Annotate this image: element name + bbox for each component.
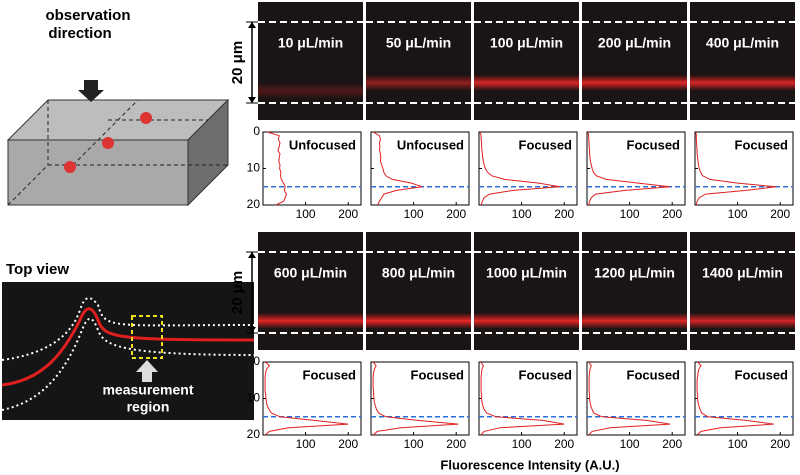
x-tick-label: 200 [662, 437, 682, 451]
fluorescence-band [690, 312, 795, 329]
flow-rate: 100 μL/min [490, 35, 563, 51]
intensity-profile [372, 361, 459, 436]
focus-status: Focused [519, 367, 573, 382]
x-tick-label: 100 [404, 207, 424, 221]
focus-status: Focused [303, 367, 357, 382]
fluorescence-band [366, 74, 471, 91]
top-view [1, 282, 255, 420]
label: direction [48, 25, 111, 42]
fluorescence-band [582, 312, 687, 329]
fluorescence-band [690, 74, 795, 91]
label: measurement [102, 382, 193, 398]
x-tick-label: 200 [338, 437, 358, 451]
fluorescence-band [474, 312, 579, 329]
label: region [127, 399, 170, 415]
x-tick-label: 100 [296, 207, 316, 221]
x-tick-label: 200 [446, 207, 466, 221]
flow-rate: 50 μL/min [386, 35, 451, 51]
flow-rate: 1000 μL/min [486, 265, 567, 281]
plot-frame [478, 361, 578, 436]
y-tick-label: 20 [247, 427, 261, 441]
x-tick-label: 200 [662, 207, 682, 221]
intensity-profile [372, 131, 423, 206]
x-tick-label: 100 [728, 207, 748, 221]
fluorescence-band [258, 312, 363, 329]
fluorescence-band [474, 74, 579, 91]
plot-frame [694, 131, 794, 206]
x-tick-label: 200 [554, 207, 574, 221]
scale-label: 20 μm [229, 271, 246, 314]
focus-status: Focused [519, 137, 573, 152]
flow-rate: 800 μL/min [382, 265, 455, 281]
x-tick-label: 200 [338, 207, 358, 221]
focus-status: Focused [735, 137, 789, 152]
x-tick-label: 100 [512, 207, 532, 221]
arrow-head [248, 22, 256, 28]
scale-label: 20 μm [229, 41, 246, 84]
fluorescence-band [366, 312, 471, 329]
x-tick-label: 200 [446, 437, 466, 451]
intensity-profile [480, 361, 565, 436]
label: Top view [6, 261, 69, 278]
channel-box [6, 80, 230, 207]
fluorescence-band [582, 74, 687, 91]
x-tick-label: 200 [770, 437, 790, 451]
focus-status: Focused [411, 367, 465, 382]
y-tick-label: 0 [253, 354, 260, 368]
intensity-profile [479, 131, 561, 206]
flow-rate: 10 μL/min [278, 35, 343, 51]
x-tick-label: 100 [728, 437, 748, 451]
focus-status: Focused [627, 367, 681, 382]
x-axis-label: Fluorescence Intensity (A.U.) [440, 457, 619, 472]
y-tick-label: 20 [247, 197, 261, 211]
flow-rate: 1200 μL/min [594, 265, 675, 281]
arrow-head [248, 252, 256, 258]
label: observation [45, 7, 130, 24]
intensity-profile [264, 361, 349, 436]
intensity-profile [588, 361, 671, 436]
flow-rate: 600 μL/min [274, 265, 347, 281]
focus-status: Focused [627, 137, 681, 152]
y-tick-label: 10 [247, 161, 261, 175]
arrow-head [248, 97, 256, 103]
flow-rate: 1400 μL/min [702, 265, 783, 281]
intensity-profile [267, 131, 287, 206]
plot-frame [370, 361, 470, 436]
fluorescence-band [258, 82, 363, 99]
x-tick-label: 200 [770, 207, 790, 221]
x-tick-label: 100 [404, 437, 424, 451]
focus-status: Unfocused [397, 137, 464, 152]
x-tick-label: 100 [512, 437, 532, 451]
y-tick-label: 10 [247, 391, 261, 405]
focus-status: Focused [735, 367, 789, 382]
x-tick-label: 200 [554, 437, 574, 451]
flow-rate: 400 μL/min [706, 35, 779, 51]
intensity-profile [587, 131, 671, 206]
intensity-profile [696, 361, 774, 436]
focus-status: Unfocused [289, 137, 356, 152]
arrow-head [248, 327, 256, 333]
plot-frame [586, 361, 686, 436]
intensity-profile [695, 131, 777, 206]
y-tick-label: 0 [253, 124, 260, 138]
flow-rate: 200 μL/min [598, 35, 671, 51]
x-tick-label: 100 [620, 207, 640, 221]
x-tick-label: 100 [620, 437, 640, 451]
x-tick-label: 100 [296, 437, 316, 451]
